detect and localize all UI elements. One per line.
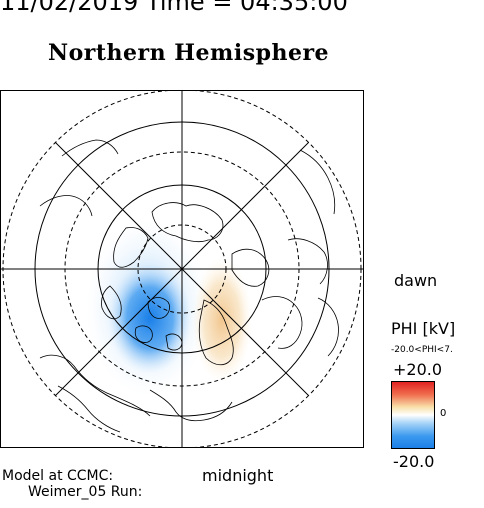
canada-arctic-coast — [101, 227, 149, 320]
lat-circle-85 — [137, 224, 227, 314]
potential-field — [86, 220, 252, 396]
model-label: Model at CCMC: — [2, 468, 114, 484]
scandinavia-coast — [261, 296, 303, 349]
datetime-header: 11/02/2019 Time = 04:35:00 — [0, 0, 348, 16]
europe-coast — [231, 238, 328, 287]
legend-mid-label: 0 — [440, 408, 447, 419]
diagonal-axis-2 — [54, 141, 310, 397]
hemisphere-title: Northern Hemisphere — [48, 40, 330, 66]
bottom-coast — [149, 389, 233, 422]
colorbar — [391, 381, 435, 449]
lat-circle-60 — [34, 121, 330, 417]
north-america-west — [39, 139, 119, 217]
latitude-circles — [2, 90, 362, 448]
colorbar-fill — [391, 381, 435, 449]
greenland-coast — [151, 202, 224, 243]
legend-max-label: +20.0 — [393, 360, 443, 379]
legend-range-label: -20.0<PHI<7. — [391, 345, 453, 355]
lat-circle-70 — [64, 151, 300, 387]
positive-cell — [192, 258, 252, 382]
run-label: Weimer_05 Run: — [28, 484, 143, 500]
legend-quantity-label: PHI [kV] — [391, 319, 456, 338]
coastlines — [39, 139, 339, 433]
dawn-label: dawn — [394, 271, 438, 290]
siberia-coast — [198, 299, 234, 366]
legend-min-label: -20.0 — [393, 452, 435, 471]
negative-cell — [108, 262, 192, 374]
mid-islands — [134, 297, 183, 351]
lat-circle-80 — [97, 184, 267, 354]
midnight-label: midnight — [202, 466, 274, 485]
lat-circle-outer — [2, 90, 362, 448]
grid-axes — [0, 90, 364, 448]
alaska-coast — [39, 354, 151, 433]
polar-map — [0, 90, 364, 448]
asia-east-coast — [299, 149, 339, 357]
